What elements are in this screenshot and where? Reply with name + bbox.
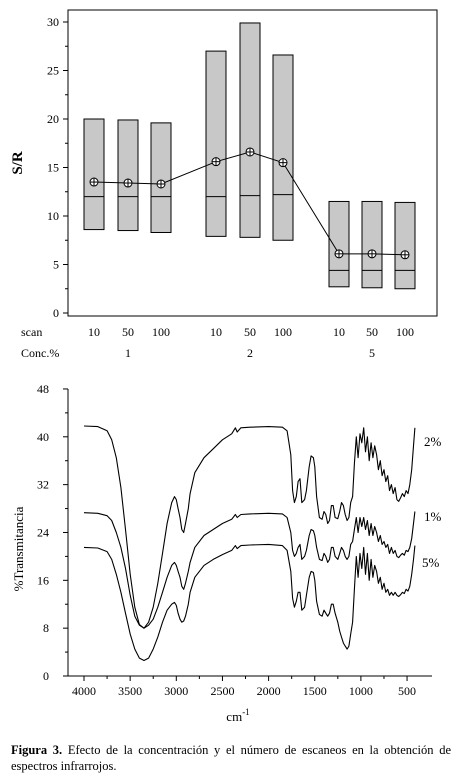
ir-x-tick-label: 2500 <box>210 684 234 698</box>
scan-label: 10 <box>333 325 345 339</box>
ir-y-tick-label: 0 <box>43 669 49 683</box>
scan-label: 100 <box>274 325 292 339</box>
conc-row-label: Conc.% <box>21 346 59 360</box>
conc-label: 5 <box>369 346 375 360</box>
ir-y-tick-label: 16 <box>37 573 49 587</box>
scan-label: 100 <box>396 325 414 339</box>
ir-x-axis: 4000 3500 3000 2500 2000 1500 1000 500 <box>72 676 416 698</box>
ir-x-tick-label: 4000 <box>72 684 96 698</box>
y-tick-label: 15 <box>47 161 59 175</box>
box <box>272 54 294 241</box>
scan-label: 10 <box>88 325 100 339</box>
ir-x-tick-label: 3000 <box>164 684 188 698</box>
scan-label: 50 <box>366 325 378 339</box>
caption-label: Figura 3. <box>11 743 63 757</box>
ir-axes <box>67 389 432 677</box>
conc-label: 2 <box>247 346 253 360</box>
ir-y-tick-label: 32 <box>37 478 49 492</box>
ir-series-line-2 <box>83 543 416 662</box>
ir-y-tick-label: 8 <box>43 621 49 635</box>
ir-x-tick-label: 1500 <box>303 684 327 698</box>
box <box>361 200 383 289</box>
box <box>205 50 227 237</box>
top-y-axis-label: S/R <box>10 151 26 175</box>
box-series <box>83 22 416 290</box>
ir-series-line-1 <box>83 511 416 629</box>
y-tick-label: 0 <box>53 306 59 320</box>
box <box>394 201 416 290</box>
x-category-labels: 10 50 100 10 50 100 10 50 100 1 2 5 <box>88 325 414 360</box>
scan-label: 100 <box>152 325 170 339</box>
ir-x-axis-unit: cm <box>226 709 242 724</box>
top-y-axis: 0 5 10 15 20 25 30 <box>47 15 68 320</box>
figure-caption: Figura 3. Efecto de la concentración y e… <box>11 742 451 774</box>
series-label-5pct: 5% <box>422 555 440 570</box>
box <box>83 118 105 231</box>
y-tick-label: 25 <box>47 64 59 78</box>
box <box>117 119 139 232</box>
ir-series <box>83 425 416 662</box>
top-plot-frame <box>67 9 438 317</box>
mean-markers <box>89 147 410 260</box>
caption-text: Efecto de la concentración y el número d… <box>11 743 451 773</box>
ir-y-tick-label: 40 <box>37 430 49 444</box>
ir-x-tick-label: 3500 <box>118 684 142 698</box>
ir-x-tick-label: 2000 <box>257 684 281 698</box>
ir-x-tick-label: 1000 <box>349 684 373 698</box>
ir-y-axis: 0 8 16 24 32 40 48 <box>37 382 68 683</box>
box <box>239 22 261 238</box>
y-tick-label: 30 <box>47 15 59 29</box>
ir-spectra-chart: 0 8 16 24 32 40 48 4000 3500 3000 2500 2000 1500 100… <box>11 382 442 724</box>
ir-x-axis-unit-exponent: -1 <box>242 707 250 717</box>
ir-x-axis-label: cm-1 <box>226 707 249 724</box>
y-tick-label: 5 <box>53 258 59 272</box>
y-tick-label: 10 <box>47 209 59 223</box>
ir-y-axis-label: %Transmitancia <box>11 506 26 591</box>
ir-x-tick-label: 500 <box>398 684 416 698</box>
scan-label: 50 <box>244 325 256 339</box>
conc-label: 1 <box>125 346 131 360</box>
ir-series-line-0 <box>83 425 416 629</box>
box <box>150 122 172 233</box>
ir-y-tick-label: 24 <box>37 525 49 539</box>
y-tick-label: 20 <box>47 112 59 126</box>
series-label-2pct: 2% <box>424 434 442 449</box>
ir-y-tick-label: 48 <box>37 382 49 396</box>
scan-label: 10 <box>210 325 222 339</box>
series-label-1pct: 1% <box>424 509 442 524</box>
box <box>328 200 350 288</box>
scan-label: 50 <box>122 325 134 339</box>
scan-row-label: scan <box>21 325 42 339</box>
